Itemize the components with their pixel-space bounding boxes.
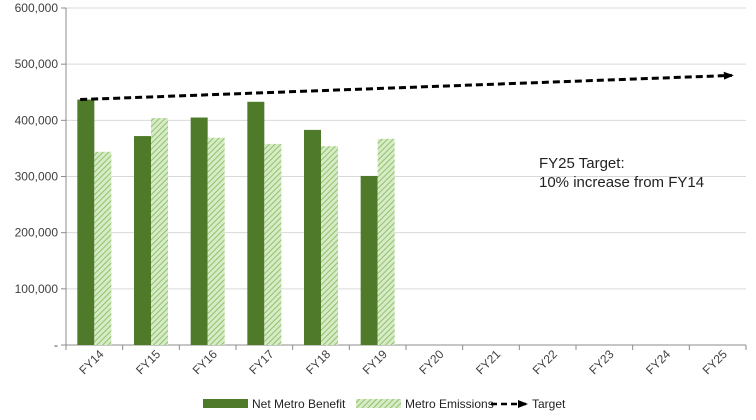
- x-tick-label: FY18: [303, 347, 333, 377]
- y-tick-label: 500,000: [15, 57, 59, 71]
- annotation-text: FY25 Target: 10% increase from FY14: [539, 155, 704, 191]
- target-line: [80, 71, 734, 102]
- x-tick-label: FY21: [473, 347, 503, 377]
- metro-emissions-bar: [151, 118, 168, 345]
- net-metro-benefit-bar: [77, 99, 95, 345]
- x-tick-label: FY16: [190, 347, 220, 377]
- x-tick-label: FY23: [586, 347, 616, 377]
- metro-emissions-bar: [264, 143, 282, 345]
- x-tick-label: FY15: [133, 347, 163, 377]
- legend-label-target: Target: [532, 397, 566, 411]
- y-tick-label: 400,000: [15, 113, 59, 127]
- x-tick-label: FY19: [360, 347, 390, 377]
- y-tick-label: 600,000: [15, 1, 59, 15]
- net-metro-benefit-bar: [360, 175, 378, 345]
- legend-label-metro-emissions: Metro Emissions: [405, 397, 494, 411]
- y-tick-label: -: [54, 338, 58, 352]
- gridlines: [66, 7, 746, 290]
- legend-label-net-metro-benefit: Net Metro Benefit: [252, 397, 346, 411]
- legend-swatch-metro-emissions: [356, 399, 401, 408]
- net-metro-benefit-bar: [304, 129, 321, 345]
- metro-emissions-bar: [94, 151, 112, 345]
- legend: Net Metro Benefit Metro Emissions Target: [203, 397, 566, 411]
- x-tick-label: FY17: [246, 347, 276, 377]
- target-line-layer: [80, 71, 734, 102]
- x-tick-label: FY24: [643, 347, 673, 377]
- metro-emissions-bar: [377, 138, 395, 345]
- net-metro-benefit-bar: [247, 101, 265, 345]
- x-tick-label: FY22: [530, 347, 560, 377]
- y-tick-label: 300,000: [15, 170, 59, 184]
- x-tick-label: FY14: [76, 347, 106, 377]
- x-tick-label: FY25: [700, 347, 730, 377]
- y-tick-label: 100,000: [15, 282, 59, 296]
- annotation-line-1: FY25 Target:: [539, 155, 625, 172]
- net-metro-benefit-bar: [190, 117, 208, 346]
- annotation-line-2: 10% increase from FY14: [539, 174, 704, 191]
- metro-emissions-bar: [321, 146, 338, 345]
- axes: [61, 7, 747, 350]
- bars: [77, 99, 395, 346]
- x-tick-label: FY20: [416, 347, 446, 377]
- net-metro-benefit-bar: [134, 136, 151, 345]
- legend-swatch-net-metro-benefit: [203, 399, 248, 408]
- y-tick-label: 200,000: [15, 226, 59, 240]
- metro-emissions-bar: [207, 137, 225, 345]
